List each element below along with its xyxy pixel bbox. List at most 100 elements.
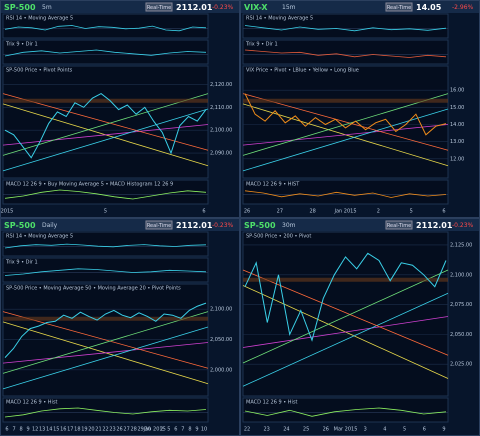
pivot-band — [243, 277, 448, 282]
x-label: 6 — [442, 209, 445, 215]
indicator-line — [244, 407, 447, 417]
y-tick-label: 2,125.00 — [450, 242, 472, 248]
indicator-label: RSI 14 • Moving Average 5 — [246, 16, 313, 22]
interval: 30m — [282, 222, 296, 229]
indicator-line — [244, 25, 447, 32]
real-time-label[interactable]: Real-Time — [387, 5, 411, 11]
indicator-label: RSI 14 • Moving Average 5 — [6, 16, 73, 22]
last-price: 2112.01 — [416, 221, 453, 230]
x-label: 26 — [116, 427, 122, 433]
y-tick-label: 2,100.00 — [450, 272, 472, 278]
x-label: 5 — [403, 427, 406, 433]
indicator-line — [4, 49, 207, 57]
indicator-line — [4, 25, 207, 32]
trendline — [242, 124, 449, 146]
x-label: 28 — [309, 209, 315, 215]
symbol: SP-500 — [4, 3, 36, 12]
trendline — [2, 311, 209, 374]
y-tick-label: 16.00 — [450, 88, 464, 94]
trendline — [242, 269, 449, 356]
price-line — [4, 93, 207, 159]
indicator-label: SP-500 Price • Moving Average 50 • Movin… — [6, 286, 181, 292]
sub-panel — [242, 39, 449, 65]
x-label: 27 — [123, 427, 129, 433]
trendline — [2, 108, 209, 172]
price-change: -0.23% — [212, 4, 234, 11]
trendline — [2, 93, 209, 151]
symbol: SP-500 — [4, 221, 36, 230]
x-label: 15 — [53, 427, 59, 433]
x-label: 3 — [364, 427, 367, 433]
y-tick-label: 2,025.00 — [450, 362, 472, 368]
indicator-label: MACD 12 26 9 • Hist — [246, 400, 298, 406]
y-tick-label: 2,110.00 — [210, 105, 232, 111]
real-time-label[interactable]: Real-Time — [147, 5, 171, 11]
indicator-label: SP-500 Price • Pivot Points — [6, 68, 73, 74]
indicator-line — [4, 268, 207, 276]
real-time-label[interactable]: Real-Time — [387, 223, 411, 229]
sub-panel — [2, 39, 209, 65]
price-change: -0.23% — [452, 222, 474, 229]
y-tick-label: 2,050.00 — [210, 337, 232, 343]
real-time-button[interactable] — [385, 2, 413, 12]
real-time-button[interactable] — [385, 220, 413, 230]
y-tick-label: 14.00 — [450, 122, 464, 128]
price-change: -0.23% — [212, 222, 234, 229]
interval: 5m — [42, 4, 52, 11]
x-label: 12 — [32, 427, 38, 433]
panel-header — [1, 1, 239, 13]
trendline — [2, 124, 209, 146]
pivot-band — [3, 98, 208, 103]
last-price: 2112.01 — [176, 3, 213, 12]
x-label: 8 — [19, 427, 22, 433]
indicator-line — [4, 407, 207, 418]
x-label: 4 — [383, 427, 386, 433]
trendline — [2, 342, 209, 364]
indicator-line — [244, 190, 447, 198]
x-label: 7 — [181, 427, 184, 433]
x-label: 13 — [39, 427, 45, 433]
indicator-label: MACD 12 26 9 • HIST — [246, 182, 300, 188]
y-tick-label: 2,000.00 — [210, 367, 232, 373]
real-time-button[interactable] — [145, 2, 173, 12]
price-line — [244, 252, 447, 342]
x-label: 6 — [174, 427, 177, 433]
x-label: 2 — [377, 209, 380, 215]
sub-panel — [242, 397, 449, 423]
indicator-label: Trix 9 • Dir 1 — [5, 42, 38, 48]
interval: 15m — [282, 4, 296, 11]
x-label: 6 — [423, 427, 426, 433]
indicator-label: VIX Price • Pivot • LBlue • Yellow • Lon… — [246, 68, 359, 74]
pivot-band — [3, 316, 208, 321]
x-label: 20 — [88, 427, 94, 433]
x-label: 26 — [244, 209, 250, 215]
panel-header — [1, 219, 239, 231]
x-label: 22 — [244, 427, 250, 433]
x-label: 17 — [67, 427, 73, 433]
x-label: 5 — [410, 209, 413, 215]
x-label: 18 — [74, 427, 80, 433]
pivot-band — [243, 98, 448, 103]
y-tick-label: 2,050.00 — [450, 332, 472, 338]
x-label: 5 — [104, 209, 107, 215]
sub-panel — [2, 397, 209, 423]
x-label: Jan 2015 — [143, 427, 166, 433]
trendline — [242, 292, 449, 387]
interval: Daily — [42, 222, 58, 229]
y-tick-label: 2,100.00 — [210, 128, 232, 134]
indicator-label: MACD 12 26 9 • Hist — [6, 400, 58, 406]
sub-panel — [242, 13, 449, 39]
sub-panel — [2, 179, 209, 205]
trendline — [2, 93, 209, 156]
real-time-label[interactable]: Real-Time — [147, 223, 171, 229]
sub-panel — [242, 179, 449, 205]
last-price: 2112.01 — [176, 221, 213, 230]
x-label: 24 — [283, 427, 289, 433]
x-label: 23 — [109, 427, 115, 433]
real-time-button[interactable] — [145, 220, 173, 230]
x-label: 25 — [303, 427, 309, 433]
y-tick-label: 2,120.00 — [210, 82, 232, 88]
price-change: -2.96% — [452, 4, 474, 11]
indicator-line — [4, 243, 207, 249]
